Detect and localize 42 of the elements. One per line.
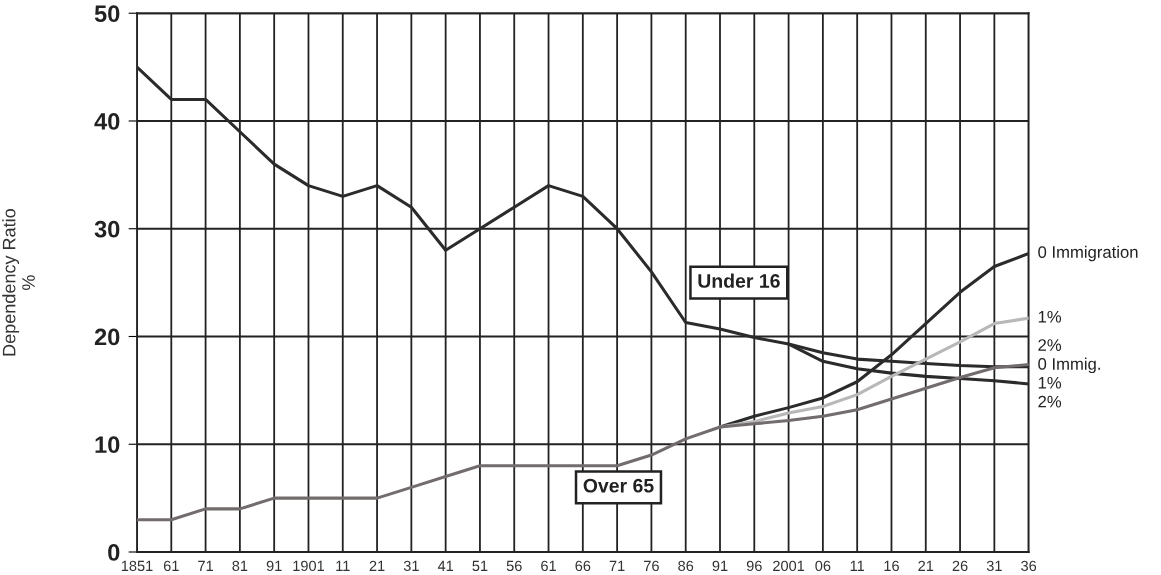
x-tick-label: 61: [541, 560, 556, 572]
text: 2%: [1038, 395, 1062, 408]
x-tick-label: 86: [678, 560, 694, 572]
y-tick-label: 30: [94, 220, 120, 238]
x-tick-label: 56: [506, 560, 522, 572]
x-tick-label: 16: [884, 560, 899, 572]
x-tick-label: 1851: [121, 560, 153, 572]
x-tick-label: 81: [232, 560, 248, 572]
y-tick-label: 20: [94, 328, 120, 346]
x-tick-label: 91: [266, 560, 282, 572]
y-tick-label: 0: [108, 544, 120, 561]
x-tick-label: 2001: [773, 560, 805, 572]
x-tick-label: 76: [644, 560, 659, 572]
x-tick-label: 31: [986, 560, 1002, 572]
series-label: 2%: [1038, 339, 1062, 351]
series-label: 1%: [1038, 376, 1062, 389]
series-label: 0 Immigration: [1038, 245, 1138, 262]
x-tick-label: 71: [198, 560, 213, 571]
x-tick-label: 96: [746, 560, 762, 572]
annotation: Over 65: [583, 478, 654, 493]
x-tick-label: 51: [472, 560, 488, 572]
y-tick-label: 40: [94, 113, 120, 130]
x-tick-label: 06: [815, 560, 831, 572]
x-tick-label: 26: [952, 560, 968, 572]
x-tick-label: 21: [918, 560, 934, 571]
x-tick-label: 36: [1021, 560, 1037, 572]
series-label: 0 Immig.: [1038, 357, 1100, 374]
y-tick-label: 50: [94, 5, 120, 23]
x-tick-label: 66: [575, 560, 591, 572]
x-tick-label: 11: [336, 560, 350, 571]
x-tick-label: 71: [609, 560, 625, 571]
x-tick-label: 31: [403, 560, 419, 572]
x-tick-label: 91: [712, 560, 728, 572]
series-label: 1%: [1038, 310, 1062, 323]
annotation: Under 16: [698, 273, 780, 288]
x-tick-label: 11: [850, 560, 865, 571]
x-tick-label: 1901: [293, 560, 324, 572]
y-tick-label: 10: [95, 436, 120, 454]
x-tick-label: 21: [369, 560, 385, 571]
x-tick-label: 61: [163, 560, 179, 572]
x-tick-label: 41: [437, 560, 454, 571]
y-axis-title: Dependency Ratio %: [2, 209, 35, 356]
